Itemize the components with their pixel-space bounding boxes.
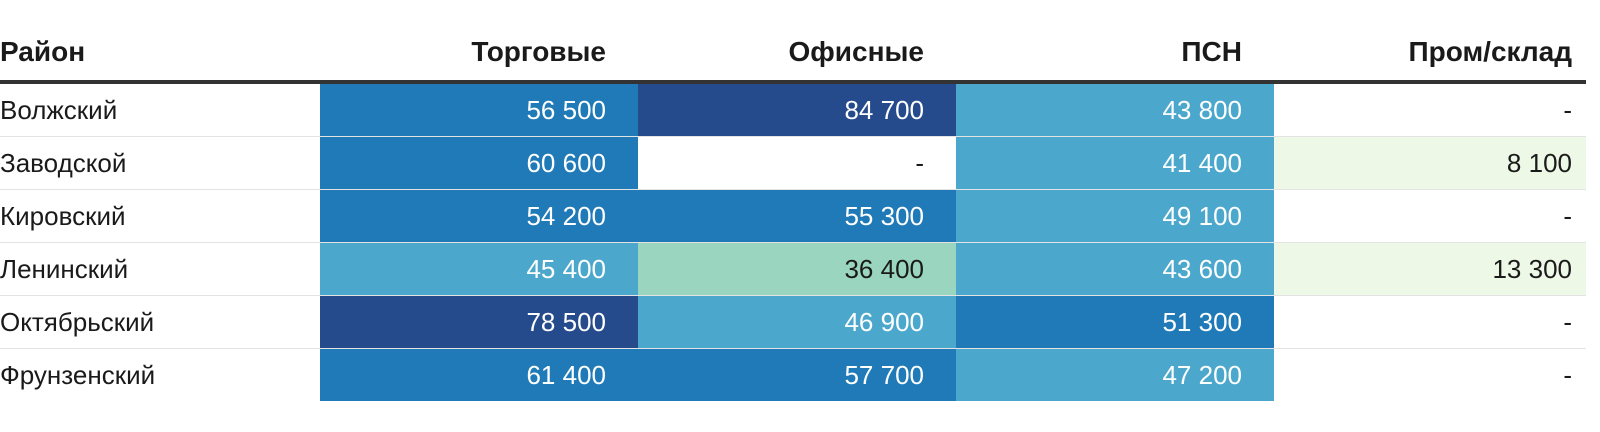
heat-cell-psn: 51 300 (956, 295, 1274, 349)
row-label-district: Волжский (0, 82, 320, 137)
heat-cell-industrial-warehouse: 13 300 (1274, 242, 1586, 296)
heat-cell-industrial-warehouse: - (1274, 189, 1586, 243)
heat-cell-industrial-warehouse: - (1274, 295, 1586, 349)
column-header-office: Офисные (638, 24, 956, 84)
row-label-district: Ленинский (0, 242, 320, 296)
heat-cell-office: 36 400 (638, 242, 956, 296)
column-header-retail: Торговые (320, 24, 638, 84)
column-header-psn: ПСН (956, 24, 1274, 84)
heat-cell-industrial-warehouse: 8 100 (1274, 136, 1586, 190)
heat-cell-office: 46 900 (638, 295, 956, 349)
column-header-district: Район (0, 24, 320, 84)
table-row: Фрунзенский 61 400 57 700 47 200- (0, 348, 1586, 401)
table-row: Ленинский 45 400 36 400 43 600 13 300 (0, 242, 1586, 296)
heat-cell-office: 84 700 (638, 82, 956, 137)
heat-cell-retail: 60 600 (320, 136, 638, 190)
heat-cell-industrial-warehouse: - (1274, 348, 1586, 401)
table-body: Волжский 56 500 84 700 43 800- Заводской 60 6… (0, 82, 1586, 401)
heat-cell-industrial-warehouse: - (1274, 82, 1586, 137)
heat-cell-retail: 56 500 (320, 82, 638, 137)
heat-cell-retail: 54 200 (320, 189, 638, 243)
heat-cell-retail: 45 400 (320, 242, 638, 296)
heat-cell-office: - (638, 136, 956, 190)
table-row: Волжский 56 500 84 700 43 800- (0, 82, 1586, 137)
heat-cell-retail: 78 500 (320, 295, 638, 349)
heat-cell-psn: 47 200 (956, 348, 1274, 401)
heat-cell-psn: 43 800 (956, 82, 1274, 137)
heat-cell-psn: 43 600 (956, 242, 1274, 296)
table-row: Заводской 60 600-41 400 8 100 (0, 136, 1586, 190)
heatmap-table: Район Торговые Офисные ПСН Пром/склад Во… (0, 24, 1586, 401)
header-row: Район Торговые Офисные ПСН Пром/склад (0, 24, 1586, 84)
heat-cell-retail: 61 400 (320, 348, 638, 401)
table-header: Район Торговые Офисные ПСН Пром/склад (0, 24, 1586, 84)
row-label-district: Октябрьский (0, 295, 320, 349)
row-label-district: Заводской (0, 136, 320, 190)
heat-cell-office: 57 700 (638, 348, 956, 401)
column-header-industrial-warehouse: Пром/склад (1274, 24, 1586, 84)
heat-cell-psn: 41 400 (956, 136, 1274, 190)
heat-cell-psn: 49 100 (956, 189, 1274, 243)
row-label-district: Фрунзенский (0, 348, 320, 401)
row-label-district: Кировский (0, 189, 320, 243)
heat-cell-office: 55 300 (638, 189, 956, 243)
table-row: Октябрьский 78 500 46 900 51 300- (0, 295, 1586, 349)
table-row: Кировский 54 200 55 300 49 100- (0, 189, 1586, 243)
